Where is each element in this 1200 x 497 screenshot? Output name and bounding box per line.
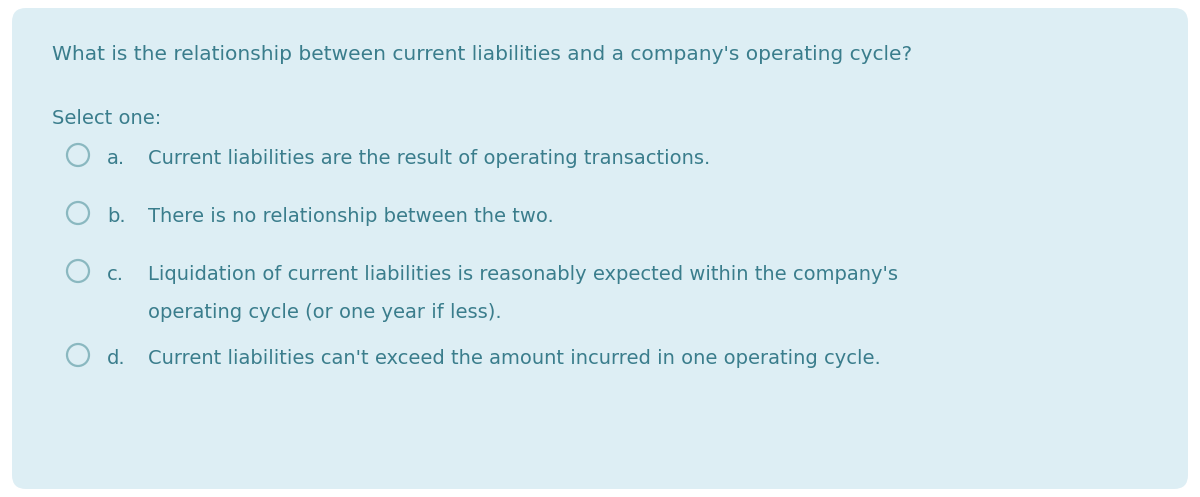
Text: Current liabilities are the result of operating transactions.: Current liabilities are the result of op… — [148, 149, 710, 168]
Text: Current liabilities can't exceed the amount incurred in one operating cycle.: Current liabilities can't exceed the amo… — [148, 349, 881, 368]
Text: b.: b. — [107, 207, 126, 226]
FancyBboxPatch shape — [12, 8, 1188, 489]
Text: operating cycle (or one year if less).: operating cycle (or one year if less). — [148, 303, 502, 322]
Text: c.: c. — [107, 265, 124, 284]
Text: a.: a. — [107, 149, 125, 168]
Text: What is the relationship between current liabilities and a company's operating c: What is the relationship between current… — [52, 45, 912, 64]
Text: Select one:: Select one: — [52, 109, 161, 128]
Text: d.: d. — [107, 349, 126, 368]
Text: Liquidation of current liabilities is reasonably expected within the company's: Liquidation of current liabilities is re… — [148, 265, 898, 284]
Text: There is no relationship between the two.: There is no relationship between the two… — [148, 207, 553, 226]
